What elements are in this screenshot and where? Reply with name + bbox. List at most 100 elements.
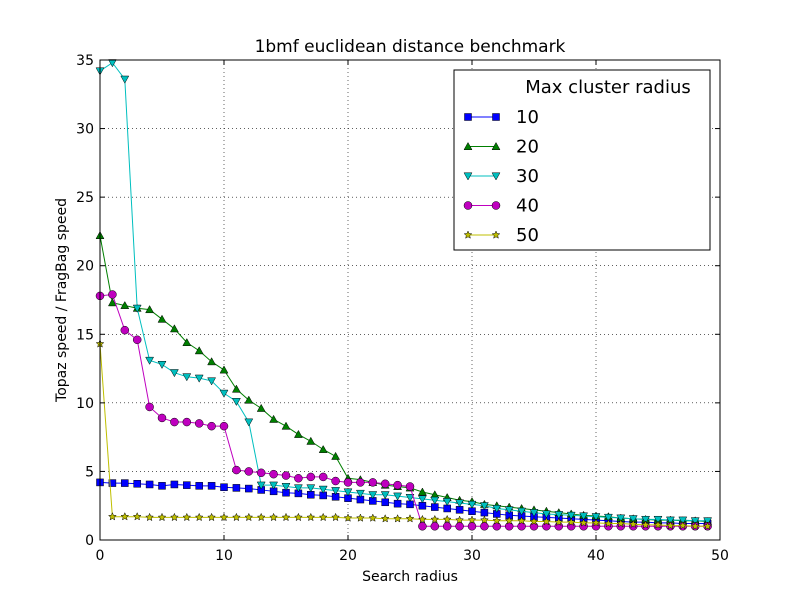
data-point xyxy=(306,512,316,522)
data-point xyxy=(455,522,464,531)
data-point xyxy=(653,515,663,524)
data-point xyxy=(405,494,415,503)
data-point xyxy=(504,516,514,525)
data-point xyxy=(343,478,353,487)
data-point xyxy=(331,487,341,496)
data-point xyxy=(120,325,130,335)
y-tick-label: 0 xyxy=(85,533,94,549)
data-point xyxy=(194,374,204,383)
legend-marker xyxy=(464,113,472,121)
data-point xyxy=(207,421,216,431)
data-point xyxy=(207,512,217,522)
data-point xyxy=(121,479,129,487)
data-point xyxy=(380,491,390,500)
data-point xyxy=(306,484,316,493)
data-point xyxy=(554,517,564,526)
data-point xyxy=(517,507,527,516)
data-point xyxy=(169,512,179,522)
legend-entry-10: 10 xyxy=(464,107,539,128)
data-point xyxy=(554,511,564,520)
x-tick-label: 40 xyxy=(587,548,605,564)
data-point xyxy=(145,480,154,489)
x-tick-label: 50 xyxy=(711,548,729,564)
data-point xyxy=(256,468,266,478)
data-point xyxy=(393,514,403,523)
data-point xyxy=(703,517,713,526)
data-point xyxy=(690,521,700,531)
data-point xyxy=(231,384,241,393)
data-point xyxy=(356,478,365,487)
data-point xyxy=(381,498,389,507)
data-point xyxy=(231,512,241,522)
legend-label: 20 xyxy=(516,137,539,158)
data-point xyxy=(405,514,415,523)
data-point xyxy=(504,506,514,515)
data-point xyxy=(343,513,353,522)
data-point xyxy=(281,512,291,522)
data-point xyxy=(368,478,378,487)
data-point xyxy=(628,519,638,528)
y-tick-label: 15 xyxy=(76,327,94,343)
data-point xyxy=(107,298,117,307)
data-point xyxy=(480,522,489,531)
data-point xyxy=(504,522,514,531)
data-point xyxy=(417,487,427,496)
data-point xyxy=(529,516,539,526)
data-point xyxy=(591,513,601,522)
data-point xyxy=(269,414,279,423)
data-point xyxy=(405,482,415,491)
data-point xyxy=(108,290,117,299)
data-point xyxy=(417,495,427,504)
data-point xyxy=(442,514,452,524)
data-point xyxy=(678,516,688,525)
data-point xyxy=(294,474,303,483)
data-point xyxy=(455,515,465,524)
data-point xyxy=(418,522,427,531)
data-point xyxy=(417,514,427,524)
data-point xyxy=(245,484,253,493)
data-point xyxy=(281,471,291,480)
data-point xyxy=(293,512,303,522)
x-tick-label: 0 xyxy=(96,548,105,564)
data-point xyxy=(541,510,551,519)
data-point xyxy=(256,403,266,412)
data-point xyxy=(492,522,502,531)
data-point xyxy=(492,516,502,525)
data-point xyxy=(641,515,651,524)
data-point xyxy=(195,482,203,490)
data-point xyxy=(170,417,179,427)
data-point xyxy=(107,512,117,521)
data-point xyxy=(393,492,403,501)
data-point xyxy=(566,511,576,520)
data-point xyxy=(368,513,378,522)
x-tick-label: 20 xyxy=(339,548,357,564)
data-point xyxy=(182,373,192,382)
data-point xyxy=(132,304,142,313)
data-point xyxy=(653,520,663,529)
data-point xyxy=(318,512,328,522)
data-point xyxy=(133,480,141,488)
data-point xyxy=(207,482,216,490)
data-point xyxy=(393,499,402,508)
legend-marker xyxy=(491,201,501,210)
data-point xyxy=(603,513,613,522)
data-point xyxy=(591,518,601,527)
y-tick-label: 10 xyxy=(76,396,94,412)
x-axis-label: Search radius xyxy=(362,569,458,585)
legend-entry-20: 20 xyxy=(463,137,539,158)
data-point xyxy=(380,514,390,523)
x-tick-label: 30 xyxy=(463,548,481,564)
data-point xyxy=(331,451,341,460)
legend-marker xyxy=(463,230,473,239)
data-point xyxy=(368,491,378,500)
legend-marker xyxy=(491,230,501,239)
series-layer xyxy=(95,59,713,531)
data-point xyxy=(430,514,440,524)
data-point xyxy=(665,520,675,530)
series-30 xyxy=(95,59,713,526)
data-point xyxy=(690,517,700,526)
legend-entry-50: 50 xyxy=(463,225,539,246)
data-point xyxy=(244,395,254,404)
data-point xyxy=(232,465,241,475)
data-point xyxy=(145,402,154,412)
